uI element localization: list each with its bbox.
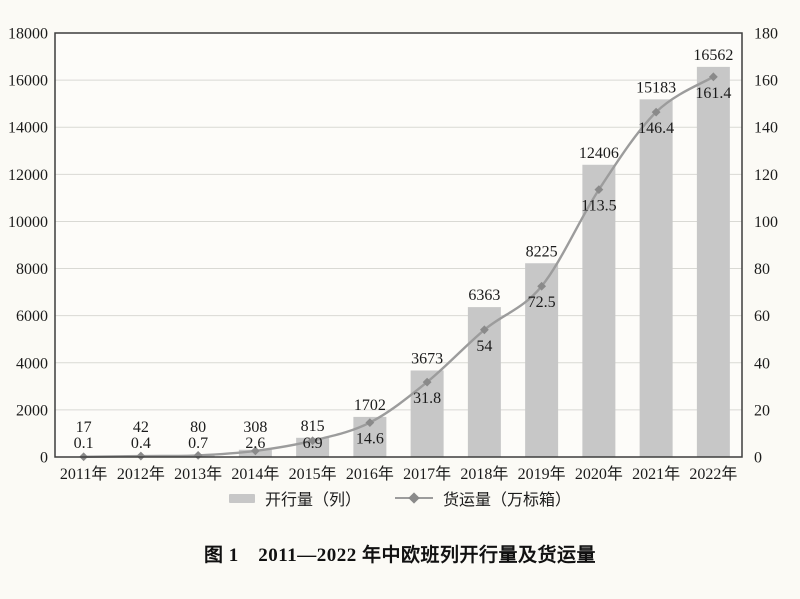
x-axis-label-2021年: 2021年 — [632, 465, 680, 483]
legend-line-label: 货运量（万标箱） — [443, 492, 572, 509]
right-axis-tick-0: 0 — [754, 450, 762, 467]
bar-2022年 — [696, 66, 730, 457]
left-axis-tick-14000: 14000 — [8, 120, 48, 137]
x-axis-label-2019年: 2019年 — [518, 465, 566, 483]
plot-border — [54, 32, 743, 458]
marker-diamond-2014年 — [250, 446, 260, 456]
x-axis-label-2018年: 2018年 — [460, 465, 508, 483]
bar-value-label-2020年: 12406 — [579, 145, 619, 162]
bar-value-label-2013年: 80 — [190, 419, 206, 436]
marker-diamond-2022年 — [708, 72, 718, 82]
bar-value-label-2018年: 6363 — [468, 287, 500, 304]
right-axis-tick-180: 180 — [754, 26, 778, 43]
legend-item-bar: 开行量（列） — [228, 486, 361, 510]
marker-diamond-2021年 — [651, 107, 661, 117]
x-axis-label-2020年: 2020年 — [575, 465, 623, 483]
marker-diamond-2015年 — [308, 436, 318, 446]
marker-diamond-2020年 — [594, 185, 604, 195]
left-axis-tick-12000: 12000 — [8, 167, 48, 184]
legend-bar-label: 开行量（列） — [264, 492, 361, 509]
left-axis-tick-4000: 4000 — [16, 355, 48, 372]
right-axis-tick-80: 80 — [754, 261, 770, 278]
line-value-label-2015年: 6.9 — [303, 435, 323, 452]
marker-diamond-2016年 — [365, 418, 375, 428]
bar-value-label-2017年: 3673 — [411, 350, 443, 367]
bar-value-label-2012年: 42 — [133, 419, 149, 436]
bar-value-label-2021年: 15183 — [636, 79, 676, 96]
bar-2019年 — [525, 263, 559, 457]
legend-item-line: 货运量（万标箱） — [395, 486, 571, 510]
x-axis-label-2016年: 2016年 — [346, 465, 394, 483]
right-axis-tick-40: 40 — [754, 355, 770, 372]
line-value-label-2014年: 2.6 — [245, 435, 265, 452]
line-value-label-2021年: 146.4 — [638, 120, 674, 137]
right-axis-tick-160: 160 — [754, 73, 778, 90]
right-axis-tick-60: 60 — [754, 308, 770, 325]
bar-value-label-2022年: 16562 — [693, 47, 733, 64]
plot-area — [55, 33, 742, 457]
line-value-label-2017年: 31.8 — [413, 390, 441, 407]
x-axis-label-2017年: 2017年 — [403, 465, 451, 483]
diamond-marker-icon — [408, 492, 420, 504]
line-diamond-swatch-icon — [395, 492, 433, 504]
line-value-label-2011年: 0.1 — [74, 435, 94, 452]
left-axis-tick-2000: 2000 — [16, 402, 48, 419]
line-value-label-2013年: 0.7 — [188, 435, 208, 452]
x-axis-label-2022年: 2022年 — [689, 465, 737, 483]
line-value-label-2018年: 54 — [476, 338, 492, 355]
left-axis-tick-18000: 18000 — [8, 26, 48, 43]
line-value-label-2020年: 113.5 — [581, 198, 616, 215]
bar-value-label-2011年: 17 — [76, 419, 92, 436]
line-value-label-2012年: 0.4 — [131, 435, 151, 452]
bar-2020年 — [582, 164, 616, 457]
left-axis-tick-6000: 6000 — [16, 308, 48, 325]
x-axis-label-2015年: 2015年 — [289, 465, 337, 483]
x-axis-label-2011年: 2011年 — [60, 465, 107, 483]
marker-diamond-2017年 — [422, 377, 432, 387]
bar-2021年 — [639, 99, 673, 457]
x-axis-label-2014年: 2014年 — [231, 465, 279, 483]
right-axis-tick-140: 140 — [754, 120, 778, 137]
right-axis-tick-20: 20 — [754, 402, 770, 419]
left-axis-tick-10000: 10000 — [8, 214, 48, 231]
bar-swatch-icon — [228, 493, 255, 503]
bar-value-label-2016年: 1702 — [354, 397, 386, 414]
bar-value-label-2014年: 308 — [243, 419, 267, 436]
right-axis-tick-100: 100 — [754, 214, 778, 231]
left-axis-tick-16000: 16000 — [8, 73, 48, 90]
x-axis-label-2013年: 2013年 — [174, 465, 222, 483]
marker-diamond-2012年 — [136, 451, 146, 461]
chart-legend: 开行量（列） 货运量（万标箱） — [0, 486, 800, 510]
marker-diamond-2018年 — [479, 325, 489, 335]
figure-caption: 图 1 2011—2022 年中欧班列开行量及货运量 — [204, 545, 596, 566]
left-axis-tick-8000: 8000 — [16, 261, 48, 278]
bar-value-label-2015年: 815 — [301, 418, 325, 435]
left-axis-tick-0: 0 — [40, 450, 48, 467]
right-axis-tick-120: 120 — [754, 167, 778, 184]
marker-diamond-2019年 — [537, 281, 547, 291]
bar-value-label-2019年: 8225 — [526, 243, 558, 260]
line-value-label-2016年: 14.6 — [356, 431, 384, 448]
x-axis-label-2012年: 2012年 — [117, 465, 165, 483]
combo-chart: 0 2000 4000 6000 8000 10000 12000 14000 16000 180… — [8, 26, 778, 484]
line-value-label-2019年: 72.5 — [528, 294, 556, 311]
line-value-label-2022年: 161.4 — [695, 85, 731, 102]
